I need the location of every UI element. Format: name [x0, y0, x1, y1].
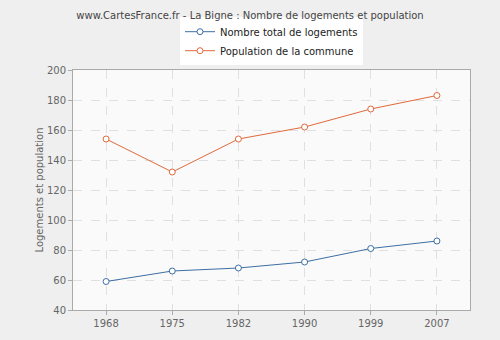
- svg-text:1968: 1968: [93, 318, 118, 329]
- svg-text:200: 200: [47, 65, 66, 76]
- svg-text:www.CartesFrance.fr - La Bigne: www.CartesFrance.fr - La Bigne : Nombre …: [76, 10, 423, 21]
- svg-text:180: 180: [47, 95, 66, 106]
- svg-text:40: 40: [53, 305, 66, 316]
- svg-text:80: 80: [53, 245, 66, 256]
- svg-text:100: 100: [47, 215, 66, 226]
- svg-text:2007: 2007: [424, 318, 449, 329]
- svg-text:1990: 1990: [292, 318, 317, 329]
- svg-text:140: 140: [47, 155, 66, 166]
- svg-text:Logements et population: Logements et population: [34, 127, 45, 252]
- svg-text:Nombre total de logements: Nombre total de logements: [220, 27, 357, 38]
- svg-text:160: 160: [47, 125, 66, 136]
- svg-text:Population de la commune: Population de la commune: [220, 46, 353, 57]
- svg-text:120: 120: [47, 185, 66, 196]
- svg-text:1999: 1999: [358, 318, 383, 329]
- svg-text:1982: 1982: [226, 318, 251, 329]
- svg-text:60: 60: [53, 275, 66, 286]
- svg-text:1975: 1975: [160, 318, 185, 329]
